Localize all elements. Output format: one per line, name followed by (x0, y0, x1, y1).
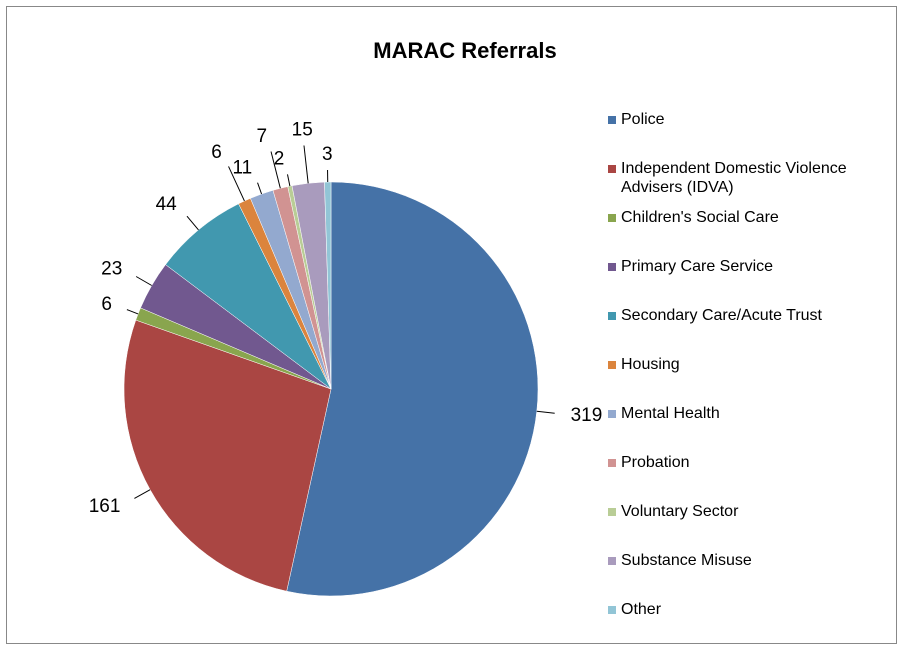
leader-line (257, 182, 263, 195)
legend-item: Children's Social Care (608, 208, 898, 227)
leader-line (135, 276, 152, 286)
legend-swatch (608, 606, 616, 614)
leader-line (186, 215, 199, 231)
legend-label: Other (621, 601, 662, 618)
leader-line (228, 166, 245, 202)
legend-swatch (608, 410, 616, 418)
data-label: 15 (292, 120, 313, 141)
legend-label: Housing (621, 356, 680, 373)
data-label: 6 (101, 294, 112, 315)
legend-label: Probation (621, 454, 690, 471)
legend-label: Police (621, 111, 665, 128)
legend-item: Primary Care Service (608, 257, 898, 276)
data-label: 44 (156, 194, 178, 215)
legend-label: Mental Health (621, 405, 720, 422)
legend-swatch (608, 116, 616, 124)
data-label: 23 (101, 259, 122, 280)
legend-item: Housing (608, 355, 898, 374)
legend-label: Independent Domestic Violence Advisers (… (621, 160, 847, 196)
leader-line (303, 145, 309, 184)
data-label: 6 (211, 142, 222, 163)
pie-slice (123, 319, 332, 592)
data-label: 11 (232, 158, 252, 179)
legend-item: Independent Domestic Violence Advisers (… (608, 159, 898, 197)
legend-label: Secondary Care/Acute Trust (621, 307, 822, 324)
legend-label: Voluntary Sector (621, 503, 739, 520)
data-label: 2 (274, 149, 285, 170)
legend-label: Substance Misuse (621, 552, 752, 569)
legend-swatch (608, 508, 616, 516)
legend-swatch (608, 165, 616, 173)
legend-item: Secondary Care/Acute Trust (608, 306, 898, 325)
data-label: 7 (257, 126, 268, 147)
legend-item: Substance Misuse (608, 551, 898, 570)
leader-line (287, 174, 291, 187)
chart-title: MARAC Referrals (373, 38, 556, 63)
data-label: 319 (571, 405, 603, 426)
legend-swatch (608, 459, 616, 467)
data-label: 161 (89, 496, 121, 517)
legend-swatch (608, 557, 616, 565)
data-label: 3 (322, 144, 333, 165)
legend-swatch (608, 214, 616, 222)
legend-item: Voluntary Sector (608, 502, 898, 521)
leader-line (536, 410, 555, 414)
legend-swatch (608, 361, 616, 369)
legend-item: Other (608, 600, 898, 619)
leader-line (126, 309, 139, 315)
legend-item: Probation (608, 453, 898, 472)
leader-line (134, 489, 151, 499)
legend-item: Police (608, 110, 898, 129)
legend-item: Mental Health (608, 404, 898, 423)
legend-swatch (608, 263, 616, 271)
pie-slice (286, 181, 539, 597)
legend-label: Children's Social Care (621, 209, 779, 226)
legend-swatch (608, 312, 616, 320)
leader-line (270, 151, 281, 189)
legend-label: Primary Care Service (621, 258, 774, 275)
